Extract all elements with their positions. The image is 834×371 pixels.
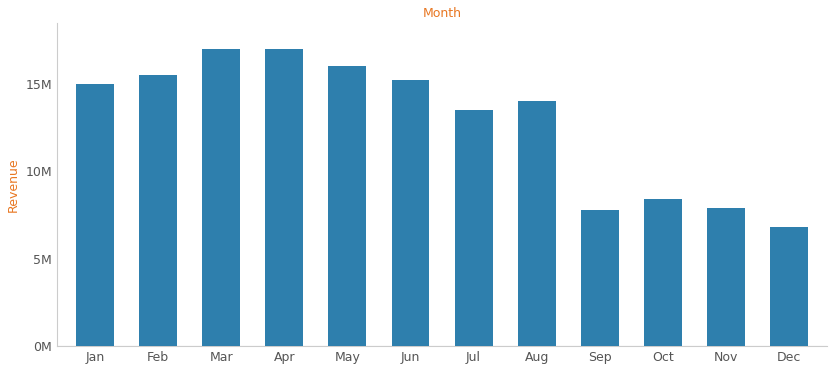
Title: Month: Month bbox=[423, 7, 461, 20]
Bar bbox=[202, 49, 240, 346]
Bar bbox=[771, 227, 808, 346]
Bar bbox=[76, 84, 113, 346]
Bar bbox=[644, 199, 682, 346]
Y-axis label: Revenue: Revenue bbox=[7, 157, 20, 212]
Bar bbox=[518, 101, 555, 346]
Bar bbox=[707, 208, 745, 346]
Bar bbox=[455, 110, 493, 346]
Bar bbox=[581, 210, 619, 346]
Bar bbox=[265, 49, 303, 346]
Bar bbox=[391, 80, 430, 346]
Bar bbox=[139, 75, 177, 346]
Bar bbox=[329, 66, 366, 346]
